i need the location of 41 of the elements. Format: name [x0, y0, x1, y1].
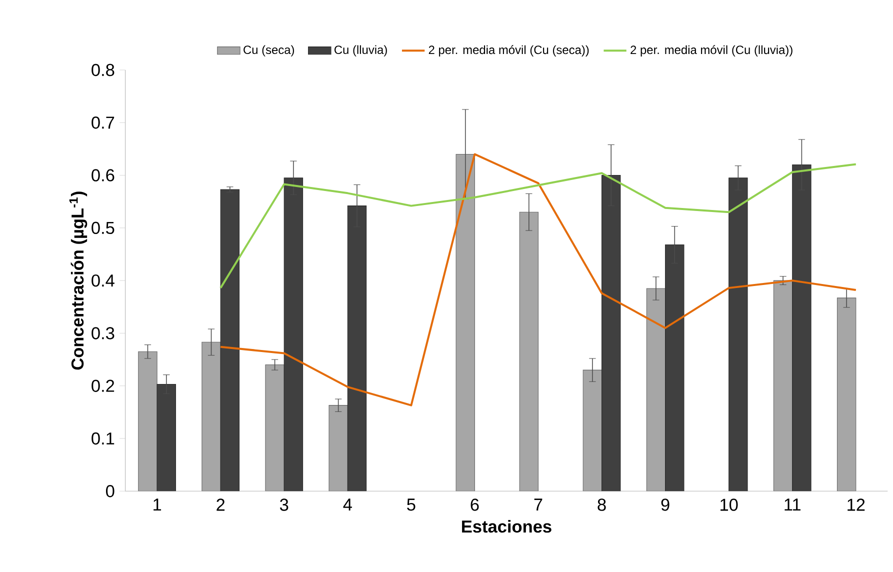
y-tick-label: 0.3 — [92, 326, 114, 340]
x-tick-label: 4 — [343, 498, 352, 510]
y-tick-label: 0.5 — [92, 222, 114, 234]
x-axis-title: Estaciones — [462, 520, 552, 532]
x-tick-label: 6 — [470, 498, 479, 511]
x-tick-label: 11 — [784, 498, 800, 510]
bar — [836, 297, 856, 491]
x-tick-label: 7 — [534, 498, 542, 510]
y-tick-label: 0.8 — [92, 64, 114, 76]
y-tick-label: 0.6 — [92, 168, 114, 182]
x-tick-label: 12 — [848, 498, 865, 510]
legend-label: Cu (seca) — [244, 45, 294, 56]
legend-label: 2 per. media móvil (Cu (lluvia)) — [630, 44, 792, 56]
x-tick-label: 2 — [216, 498, 225, 510]
bar — [220, 189, 240, 491]
legend-label: 2 per. media móvil (Cu (seca)) — [428, 44, 589, 56]
y-tick-label: 0.4 — [92, 274, 114, 286]
bar — [202, 342, 221, 491]
x-tick-label: 1 — [154, 498, 162, 510]
bar — [265, 364, 284, 491]
bar — [582, 370, 602, 491]
bar — [646, 288, 666, 491]
bar — [138, 351, 158, 491]
x-tick-label: 3 — [280, 498, 288, 511]
x-tick-label: 5 — [407, 498, 416, 510]
x-tick-label: 9 — [661, 498, 670, 511]
bar — [519, 212, 539, 491]
y-tick-label: 0 — [106, 484, 114, 498]
y-tick-label: 0.1 — [92, 432, 114, 444]
bar — [328, 404, 348, 491]
y-tick-label: 0.7 — [92, 116, 114, 129]
line-series — [220, 153, 857, 406]
line-series — [220, 163, 857, 289]
bar — [456, 154, 475, 491]
bar — [773, 280, 793, 491]
x-tick-label: 8 — [598, 498, 606, 511]
y-axis-title: Concentración (µgL$^{-1}$) — [69, 191, 88, 370]
y-tick-label: 0.2 — [92, 380, 114, 392]
legend-label: Cu (lluvia) — [334, 45, 387, 56]
bar — [792, 164, 812, 491]
x-tick-label: 10 — [720, 498, 738, 511]
